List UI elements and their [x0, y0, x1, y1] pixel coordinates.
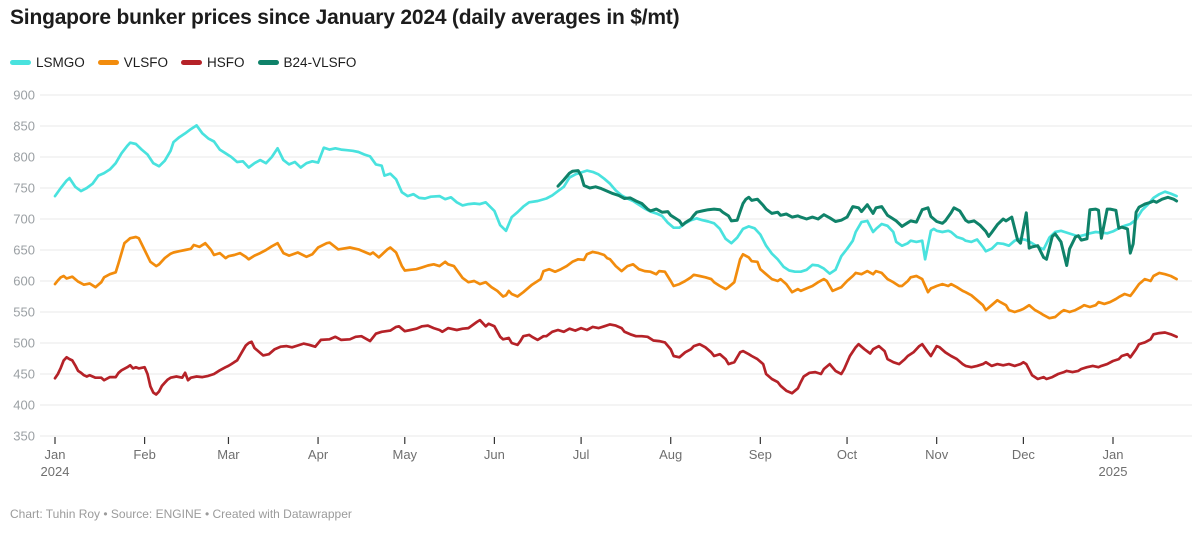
line-chart: 350 400 450 500 550 600 650 700 750 800 850 900 Jan 2…	[13, 88, 1192, 479]
x-axis-label-month: Jan	[45, 447, 66, 462]
y-axis-label-400: 400	[13, 398, 35, 413]
x-axis-label-month: Dec	[1012, 447, 1036, 462]
y-axis-label-800: 800	[13, 150, 35, 165]
chart-footer: Chart: Tuhin Roy • Source: ENGINE • Crea…	[10, 507, 352, 521]
series-line-b24-vlsfo[interactable]	[556, 169, 1179, 267]
legend-item-b24-vlsfo[interactable]: B24-VLSFO	[257, 55, 357, 70]
legend-label: VLSFO	[123, 55, 169, 70]
series-line-lsmgo[interactable]	[53, 124, 1178, 275]
series-line-vlsfo[interactable]	[53, 235, 1178, 320]
legend-item-vlsfo[interactable]: VLSFO	[97, 55, 169, 70]
x-axis-label-month: Feb	[133, 447, 155, 462]
y-axis-label-550: 550	[13, 305, 35, 320]
x-axis-label-month: Mar	[217, 447, 240, 462]
x-axis-label-month: Jul	[573, 447, 590, 462]
legend-item-hsfo[interactable]: HSFO	[181, 55, 245, 70]
legend-swatch-b24-vlsfo	[257, 60, 279, 65]
legend-label: B24-VLSFO	[283, 55, 357, 70]
chart-title: Singapore bunker prices since January 20…	[10, 6, 680, 29]
y-axis-label-650: 650	[13, 243, 35, 258]
x-axis-label-month: Aug	[659, 447, 682, 462]
x-axis-label-month: May	[392, 447, 417, 462]
y-axis-label-450: 450	[13, 367, 35, 382]
legend-label: HSFO	[207, 55, 245, 70]
y-axis-label-700: 700	[13, 212, 35, 227]
series-line-hsfo[interactable]	[53, 318, 1178, 396]
x-axis-label-month: Oct	[837, 447, 858, 462]
y-axis-label-900: 900	[13, 88, 35, 103]
y-axis-label-850: 850	[13, 119, 35, 134]
legend-swatch-hsfo	[181, 60, 203, 65]
x-axis-label-month: Apr	[308, 447, 329, 462]
x-axis-label-month: Nov	[925, 447, 949, 462]
legend-label: LSMGO	[36, 55, 85, 70]
legend-swatch-lsmgo	[10, 60, 31, 65]
x-axis-label-year: 2025	[1099, 464, 1128, 479]
x-axis-label-month: Jun	[484, 447, 505, 462]
y-axis-label-750: 750	[13, 181, 35, 196]
legend-item-lsmgo[interactable]: LSMGO	[10, 55, 85, 70]
y-axis-label-600: 600	[13, 274, 35, 289]
x-axis-label-year: 2024	[41, 464, 70, 479]
legend-swatch-vlsfo	[97, 60, 119, 65]
y-axis-label-500: 500	[13, 336, 35, 351]
legend: LSMGO VLSFO HSFO B24-VLSFO	[10, 55, 356, 70]
x-axis-label-month: Jan	[1103, 447, 1124, 462]
y-axis-label-350: 350	[13, 429, 35, 444]
x-axis-label-month: Sep	[749, 447, 772, 462]
